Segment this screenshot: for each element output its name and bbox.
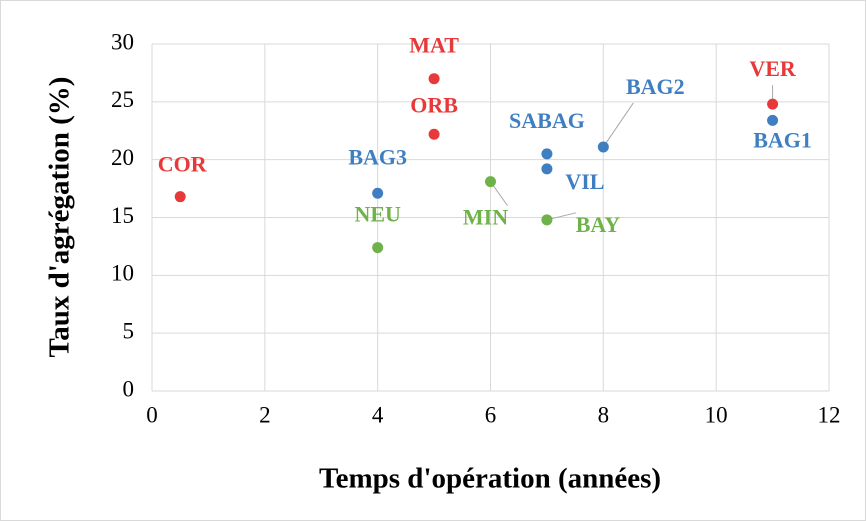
point — [428, 128, 440, 140]
point-label: BAG2 — [626, 74, 685, 99]
point — [541, 148, 553, 160]
x-axis-title: Temps d'opération (années) — [319, 463, 661, 495]
x-tick-label: 10 — [705, 402, 728, 427]
point-label: MAT — [409, 33, 459, 58]
point — [372, 187, 384, 199]
y-tick-label: 20 — [111, 145, 134, 170]
point-label: VIL — [565, 169, 604, 194]
leader-line — [602, 102, 634, 148]
y-tick-label: 15 — [111, 203, 134, 228]
y-tick-label: 10 — [111, 261, 134, 286]
point — [767, 114, 779, 126]
x-tick-label: 8 — [598, 402, 610, 427]
point-label: SABAG — [509, 108, 585, 133]
x-tick-label: 6 — [485, 402, 497, 427]
point-label: ORB — [410, 92, 458, 117]
x-tick-label: 12 — [818, 402, 841, 427]
point — [428, 73, 440, 85]
point-label: BAG1 — [753, 127, 812, 152]
point-label: BAG3 — [348, 144, 407, 169]
point-label: MIN — [463, 205, 508, 230]
x-tick-label: 2 — [259, 402, 271, 427]
point — [767, 98, 779, 110]
point-label: NEU — [354, 202, 401, 227]
point-label: BAY — [576, 212, 621, 237]
y-tick-label: 30 — [111, 29, 134, 54]
point — [597, 141, 609, 153]
y-tick-label: 0 — [123, 376, 135, 401]
x-tick-label: 0 — [146, 402, 158, 427]
point-label: COR — [158, 152, 208, 177]
point — [485, 176, 496, 188]
y-tick-label: 25 — [111, 87, 134, 112]
point — [372, 242, 384, 254]
point — [541, 163, 553, 175]
y-tick-label: 5 — [123, 318, 135, 343]
y-axis-title: Taux d'agrégation (%) — [44, 77, 76, 358]
x-tick-label: 4 — [372, 402, 384, 427]
point — [541, 214, 553, 226]
point-label: VER — [749, 56, 797, 81]
point — [174, 191, 186, 203]
